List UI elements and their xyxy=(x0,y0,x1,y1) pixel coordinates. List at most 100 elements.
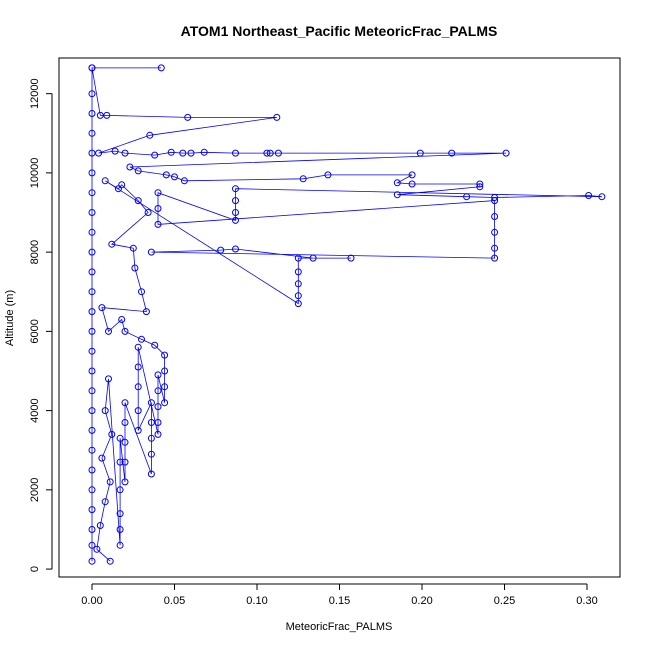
data-point xyxy=(138,288,145,296)
data-point xyxy=(88,149,96,157)
data-point xyxy=(88,446,96,454)
data-point xyxy=(116,541,124,549)
data-point xyxy=(154,220,162,228)
data-point xyxy=(88,90,96,98)
data-point xyxy=(96,522,104,529)
data-point xyxy=(154,371,162,379)
data-point xyxy=(121,419,129,426)
data-point xyxy=(108,430,116,438)
y-axis: 0 2000 4000 6000 8000 10000 12000 xyxy=(29,78,53,572)
data-point xyxy=(162,171,170,179)
data-point xyxy=(147,434,155,442)
data-point xyxy=(161,399,169,407)
data-point xyxy=(151,151,159,159)
x-tick-label: 0.20 xyxy=(411,595,432,607)
data-point xyxy=(408,180,416,188)
data-point xyxy=(106,478,114,486)
data-point xyxy=(118,316,126,323)
y-tick-label: 0 xyxy=(29,566,41,572)
data-point xyxy=(121,478,129,486)
data-point xyxy=(147,470,155,478)
data-point xyxy=(88,367,96,375)
data-point xyxy=(154,403,162,411)
data-point xyxy=(491,228,499,236)
data-point xyxy=(147,450,155,458)
data-point xyxy=(187,149,195,157)
y-tick-label: 10000 xyxy=(29,158,41,189)
data-point xyxy=(126,163,134,171)
plot-frame xyxy=(58,57,621,578)
data-point xyxy=(116,526,124,533)
data-point xyxy=(88,327,96,335)
data-point xyxy=(88,248,96,256)
data-point xyxy=(154,205,162,212)
x-axis: 0.00 0.05 0.10 0.15 0.20 0.25 0.30 xyxy=(81,583,598,607)
data-point xyxy=(157,64,165,72)
data-point xyxy=(476,180,484,188)
data-point xyxy=(116,458,124,466)
data-point xyxy=(502,149,510,157)
data-point xyxy=(134,363,142,371)
data-point xyxy=(416,149,424,157)
data-point xyxy=(147,419,155,426)
data-point xyxy=(147,248,155,256)
data-point xyxy=(88,387,96,395)
data-point xyxy=(232,216,239,224)
data-point xyxy=(142,308,150,316)
y-tick-label: 12000 xyxy=(29,78,41,109)
data-point xyxy=(101,498,109,506)
data-point xyxy=(121,458,129,466)
data-point xyxy=(88,129,96,137)
data-point xyxy=(105,327,112,335)
data-point xyxy=(146,131,154,139)
data-point xyxy=(463,193,471,201)
x-axis-label: MeteoricFrac_PALMS xyxy=(286,621,393,633)
data-point xyxy=(121,399,129,407)
data-point xyxy=(491,244,499,252)
data-point xyxy=(88,557,96,565)
data-point xyxy=(101,177,109,185)
data-point xyxy=(116,434,124,442)
data-point xyxy=(294,300,302,308)
x-tick-label: 0.15 xyxy=(329,595,350,607)
data-point xyxy=(294,254,302,262)
data-point xyxy=(167,148,175,156)
data-point xyxy=(299,175,307,183)
data-point xyxy=(491,197,499,205)
data-point xyxy=(88,110,96,117)
data-point xyxy=(88,189,96,197)
data-point xyxy=(88,526,96,533)
data-point xyxy=(491,213,499,220)
data-point xyxy=(161,351,169,359)
data-point xyxy=(161,367,169,375)
data-point xyxy=(171,173,178,181)
data-point xyxy=(134,343,142,351)
data-point xyxy=(154,189,162,197)
data-point xyxy=(393,191,401,199)
data-point xyxy=(129,244,137,252)
data-point xyxy=(118,181,126,189)
data-point xyxy=(88,347,96,355)
x-tick-label: 0.00 xyxy=(81,595,102,607)
data-point xyxy=(232,245,239,253)
data-point xyxy=(585,192,593,199)
data-point xyxy=(88,541,96,549)
data-point xyxy=(448,149,456,157)
data-point xyxy=(95,149,103,157)
y-tick-label: 2000 xyxy=(29,478,41,502)
y-tick-label: 4000 xyxy=(29,398,41,422)
data-point xyxy=(106,557,114,565)
data-point xyxy=(88,288,96,296)
data-point xyxy=(408,171,416,179)
data-point xyxy=(134,197,142,205)
data-point xyxy=(232,197,239,205)
data-point xyxy=(491,194,499,201)
data-point xyxy=(161,383,169,391)
data-point xyxy=(88,407,96,415)
data-point xyxy=(274,149,282,157)
y-axis-label: Altitude (m) xyxy=(4,290,16,346)
data-point xyxy=(116,486,124,494)
data-point xyxy=(98,454,106,462)
data-point xyxy=(111,147,119,155)
series-line xyxy=(91,67,602,562)
